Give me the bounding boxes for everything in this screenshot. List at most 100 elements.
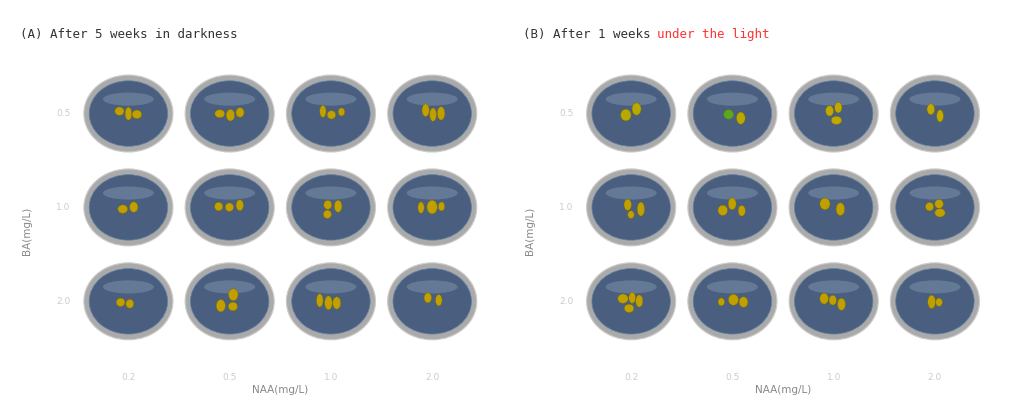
Ellipse shape xyxy=(808,280,859,294)
Ellipse shape xyxy=(126,299,133,308)
Ellipse shape xyxy=(834,102,842,113)
Ellipse shape xyxy=(592,175,670,240)
Ellipse shape xyxy=(320,105,326,117)
Ellipse shape xyxy=(826,106,833,116)
Ellipse shape xyxy=(306,93,356,106)
Ellipse shape xyxy=(228,302,238,311)
Ellipse shape xyxy=(935,199,943,209)
Ellipse shape xyxy=(592,81,670,146)
Text: 1.0: 1.0 xyxy=(56,203,71,212)
Text: 0.5: 0.5 xyxy=(223,373,237,382)
Ellipse shape xyxy=(728,198,737,210)
Ellipse shape xyxy=(291,81,370,146)
Ellipse shape xyxy=(406,187,458,199)
Ellipse shape xyxy=(909,280,960,294)
Ellipse shape xyxy=(587,169,676,246)
Ellipse shape xyxy=(393,81,471,146)
Ellipse shape xyxy=(621,109,631,121)
Ellipse shape xyxy=(324,296,332,310)
Ellipse shape xyxy=(624,199,631,210)
Ellipse shape xyxy=(831,116,841,124)
Ellipse shape xyxy=(896,81,974,146)
Ellipse shape xyxy=(637,202,644,216)
Ellipse shape xyxy=(291,175,370,240)
Ellipse shape xyxy=(291,268,370,334)
Ellipse shape xyxy=(226,203,234,211)
Ellipse shape xyxy=(89,81,167,146)
Ellipse shape xyxy=(430,108,436,121)
Ellipse shape xyxy=(306,187,356,199)
Ellipse shape xyxy=(437,107,445,120)
Ellipse shape xyxy=(794,175,873,240)
Ellipse shape xyxy=(808,187,859,199)
Ellipse shape xyxy=(718,205,727,216)
Ellipse shape xyxy=(605,280,657,294)
Ellipse shape xyxy=(103,187,154,199)
Ellipse shape xyxy=(334,200,342,212)
Ellipse shape xyxy=(739,297,748,307)
Text: BA(mg/L): BA(mg/L) xyxy=(23,206,32,255)
Ellipse shape xyxy=(406,93,458,106)
Text: 0.5: 0.5 xyxy=(56,109,71,118)
Ellipse shape xyxy=(306,280,356,294)
Ellipse shape xyxy=(84,75,173,152)
Ellipse shape xyxy=(628,211,634,218)
Ellipse shape xyxy=(937,110,944,122)
Ellipse shape xyxy=(891,75,980,152)
Ellipse shape xyxy=(388,169,477,246)
Ellipse shape xyxy=(125,107,131,120)
Ellipse shape xyxy=(204,93,255,106)
Ellipse shape xyxy=(339,108,345,116)
Text: NAA(mg/L): NAA(mg/L) xyxy=(755,385,812,394)
Text: 1.0: 1.0 xyxy=(559,203,574,212)
Ellipse shape xyxy=(84,263,173,340)
Ellipse shape xyxy=(316,294,323,307)
Ellipse shape xyxy=(84,169,173,246)
Ellipse shape xyxy=(587,263,676,340)
Text: (A) After 5 weeks in darkness: (A) After 5 weeks in darkness xyxy=(19,28,237,41)
Ellipse shape xyxy=(794,81,873,146)
Ellipse shape xyxy=(116,298,125,306)
Ellipse shape xyxy=(129,202,137,212)
Ellipse shape xyxy=(393,268,471,334)
Ellipse shape xyxy=(393,175,471,240)
Ellipse shape xyxy=(629,292,636,303)
Text: 0.2: 0.2 xyxy=(121,373,135,382)
Ellipse shape xyxy=(896,268,974,334)
Ellipse shape xyxy=(909,187,960,199)
Text: under the light: under the light xyxy=(658,28,770,41)
Ellipse shape xyxy=(909,93,960,106)
Ellipse shape xyxy=(926,104,935,115)
Ellipse shape xyxy=(204,280,255,294)
Ellipse shape xyxy=(132,110,142,119)
Ellipse shape xyxy=(191,175,269,240)
Text: NAA(mg/L): NAA(mg/L) xyxy=(252,385,309,394)
Ellipse shape xyxy=(286,75,376,152)
Ellipse shape xyxy=(936,298,943,306)
Text: 0.2: 0.2 xyxy=(624,373,638,382)
Ellipse shape xyxy=(214,110,225,118)
Ellipse shape xyxy=(694,268,772,334)
Ellipse shape xyxy=(286,169,376,246)
Ellipse shape xyxy=(286,263,376,340)
Ellipse shape xyxy=(418,202,424,213)
Text: (B) After 1 weeks: (B) After 1 weeks xyxy=(522,28,658,41)
Ellipse shape xyxy=(694,81,772,146)
Ellipse shape xyxy=(687,75,777,152)
Text: BA(mg/L): BA(mg/L) xyxy=(525,206,535,255)
Ellipse shape xyxy=(789,263,878,340)
Ellipse shape xyxy=(115,107,124,115)
Text: 1.0: 1.0 xyxy=(827,373,841,382)
Ellipse shape xyxy=(605,93,657,106)
Ellipse shape xyxy=(236,107,244,117)
Ellipse shape xyxy=(820,198,830,210)
Ellipse shape xyxy=(191,268,269,334)
Ellipse shape xyxy=(820,293,829,304)
Ellipse shape xyxy=(605,187,657,199)
Ellipse shape xyxy=(587,75,676,152)
Ellipse shape xyxy=(737,112,745,124)
Ellipse shape xyxy=(896,175,974,240)
Ellipse shape xyxy=(891,263,980,340)
Ellipse shape xyxy=(424,293,432,303)
Ellipse shape xyxy=(236,199,243,211)
